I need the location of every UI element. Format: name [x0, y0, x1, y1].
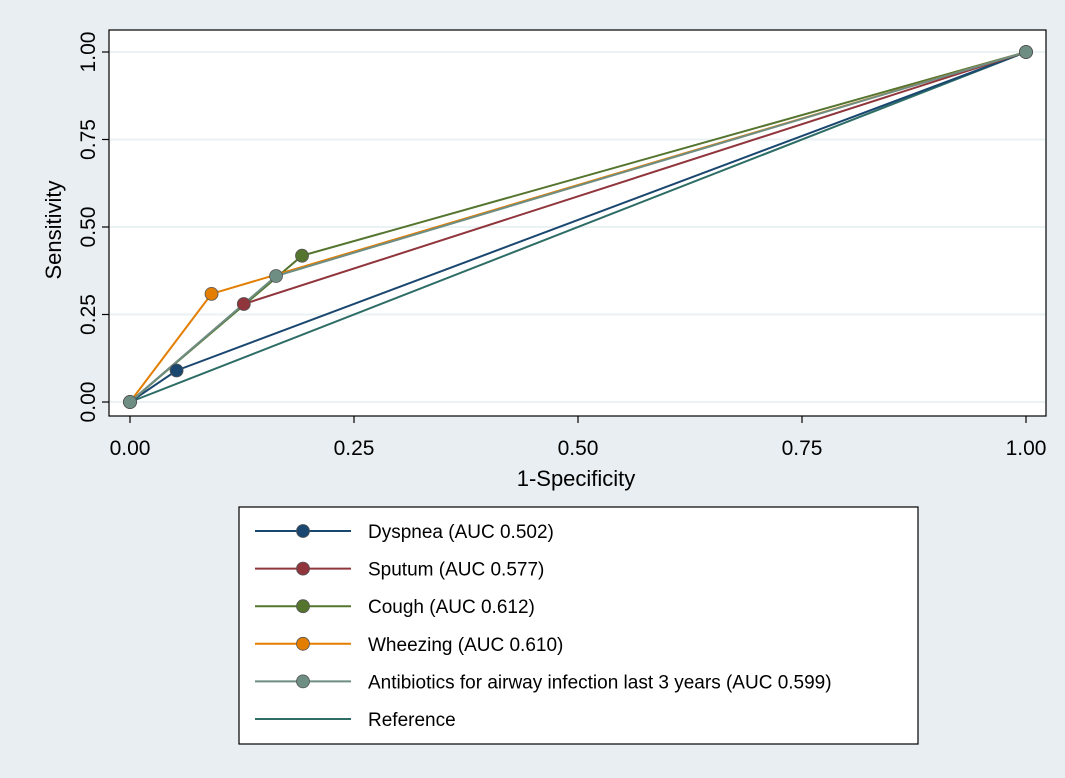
x-tick-label: 0.50: [558, 437, 599, 460]
x-axis-title: 1-Specificity: [517, 466, 636, 491]
y-tick-label: 0.75: [77, 119, 100, 160]
legend-entries: Dyspnea (AUC 0.502) Sputum (AUC 0.577) Cou…: [255, 522, 832, 731]
y-axis-title: Sensitivity: [41, 180, 66, 279]
data-point: [169, 363, 184, 378]
series-lines: [123, 45, 1033, 409]
data-point: [204, 286, 219, 301]
legend-label: Antibiotics for airway infection last 3 …: [368, 672, 832, 693]
data-point: [123, 395, 137, 409]
legend-marker: [296, 561, 310, 576]
x-tick-label: 0.00: [110, 437, 151, 460]
axes: 0.00 0.25 0.50 0.75 1.00 0.00 0.25 0.50 0.75 1.00: [77, 32, 1046, 460]
legend-label: Wheezing (AUC 0.610): [368, 635, 563, 656]
legend-label: Cough (AUC 0.612): [368, 597, 535, 618]
y-tick-label: 1.00: [77, 32, 100, 73]
legend-label: Sputum (AUC 0.577): [368, 560, 544, 581]
y-tick-label: 0.25: [77, 294, 100, 335]
legend-marker: [296, 599, 310, 614]
y-tick-label: 0.00: [77, 382, 100, 423]
legend-marker: [296, 674, 310, 689]
data-point: [236, 297, 251, 311]
data-point: [295, 248, 309, 263]
x-tick-label: 1.00: [1006, 437, 1047, 460]
x-tick-label: 0.75: [782, 437, 823, 460]
legend-marker: [296, 636, 310, 651]
legend-marker: [296, 524, 310, 538]
legend: [238, 506, 919, 745]
y-tick-label: 0.50: [77, 207, 100, 248]
x-tick-label: 0.25: [334, 437, 375, 460]
data-point: [269, 269, 283, 283]
plot-area: [108, 29, 1047, 417]
data-point: [1019, 45, 1033, 59]
series-line: [129, 51, 1027, 403]
legend-label: Dyspnea (AUC 0.502): [368, 522, 554, 543]
legend-label: Reference: [368, 710, 456, 731]
